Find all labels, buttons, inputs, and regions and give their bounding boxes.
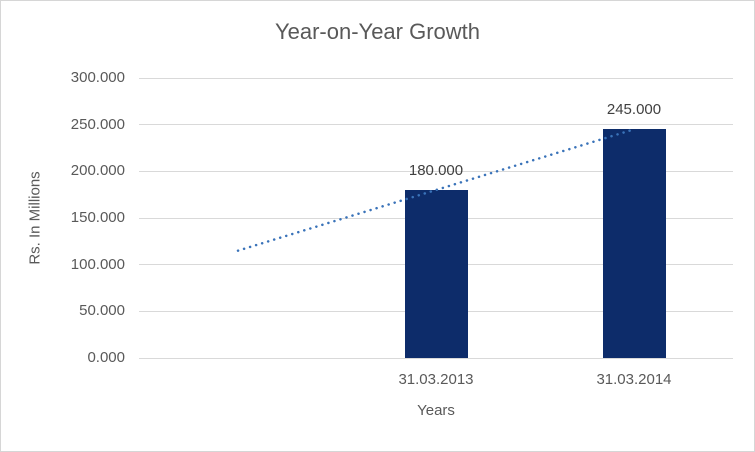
bar-data-label: 180.000 <box>408 162 464 179</box>
x-tick-label: 31.03.2014 <box>596 371 672 388</box>
bar-data-label: 245.000 <box>606 101 662 119</box>
gridline <box>139 124 733 126</box>
y-tick-label: 50.000 <box>79 302 125 320</box>
trendline <box>236 128 636 252</box>
y-tick-label: 100.000 <box>70 255 125 273</box>
gridline <box>139 170 733 172</box>
chart-title: Year-on-Year Growth <box>274 19 481 44</box>
bar <box>602 129 666 358</box>
bar <box>404 190 468 358</box>
y-tick-label: 250.000 <box>70 115 125 133</box>
y-tick-label: 300.000 <box>70 69 125 86</box>
plot-area: 180.000 245.000 <box>139 77 733 359</box>
y-tick-label: 150.000 <box>70 209 125 226</box>
y-axis-tick-labels: 0.000 50.000 100.000 150.000 200.000 250.000 3… <box>1 69 139 366</box>
x-axis-tick-labels: 31.03.2013 31.03.2014 <box>139 371 733 391</box>
y-tick-label: 0.000 <box>87 349 125 366</box>
gridline <box>139 77 733 79</box>
y-tick-label: 200.000 <box>70 162 125 180</box>
x-axis-title: Years <box>417 402 455 419</box>
gridline <box>139 357 733 359</box>
x-tick-label: 31.03.2013 <box>398 371 474 388</box>
